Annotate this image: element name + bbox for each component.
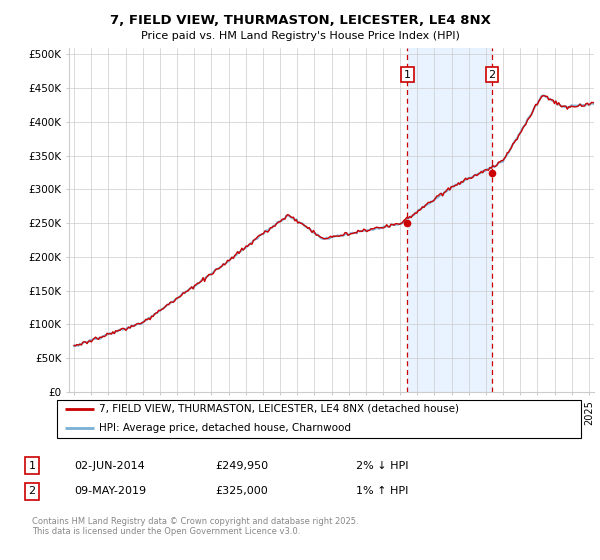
- Text: 7, FIELD VIEW, THURMASTON, LEICESTER, LE4 8NX (detached house): 7, FIELD VIEW, THURMASTON, LEICESTER, LE…: [99, 404, 459, 414]
- Text: 7, FIELD VIEW, THURMASTON, LEICESTER, LE4 8NX: 7, FIELD VIEW, THURMASTON, LEICESTER, LE…: [110, 14, 490, 27]
- Text: 1: 1: [29, 460, 35, 470]
- Text: Price paid vs. HM Land Registry's House Price Index (HPI): Price paid vs. HM Land Registry's House …: [140, 31, 460, 41]
- Text: £325,000: £325,000: [215, 487, 268, 496]
- Text: £249,950: £249,950: [215, 460, 269, 470]
- Text: Contains HM Land Registry data © Crown copyright and database right 2025.
This d: Contains HM Land Registry data © Crown c…: [32, 517, 359, 536]
- Text: HPI: Average price, detached house, Charnwood: HPI: Average price, detached house, Char…: [99, 423, 351, 433]
- Text: 02-JUN-2014: 02-JUN-2014: [74, 460, 145, 470]
- FancyBboxPatch shape: [56, 400, 581, 437]
- Text: 2: 2: [488, 69, 496, 80]
- Text: 1: 1: [404, 69, 411, 80]
- Text: 2% ↓ HPI: 2% ↓ HPI: [356, 460, 409, 470]
- Text: 1% ↑ HPI: 1% ↑ HPI: [356, 487, 409, 496]
- Text: 09-MAY-2019: 09-MAY-2019: [74, 487, 146, 496]
- Text: 2: 2: [29, 487, 35, 496]
